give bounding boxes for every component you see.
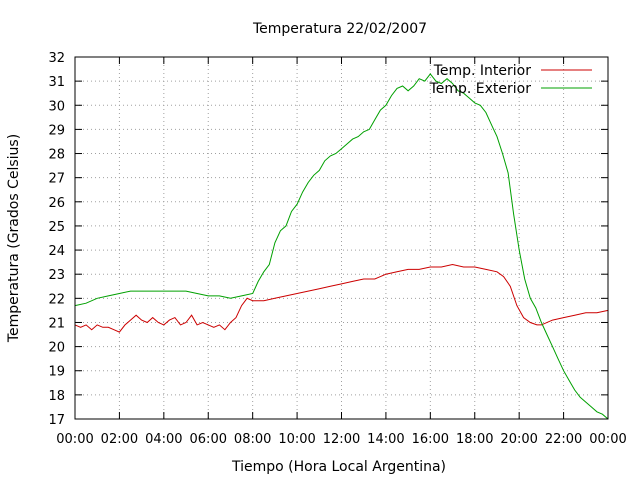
x-tick-label: 02:00: [101, 432, 138, 447]
y-tick-label: 29: [48, 123, 65, 138]
x-tick-label: 08:00: [234, 432, 271, 447]
series-layer: [74, 73, 609, 420]
y-tick-label: 27: [48, 172, 65, 187]
x-tick-label: 00:00: [56, 432, 93, 447]
legend-label-interior: Temp. Interior: [433, 63, 532, 79]
x-tick-label: 16:00: [412, 432, 449, 447]
y-tick-label: 23: [48, 268, 65, 283]
y-tick-label: 28: [48, 148, 65, 163]
x-tick-label: 18:00: [456, 432, 493, 447]
y-tick-label: 24: [48, 244, 65, 259]
series-line-interior: [74, 263, 609, 333]
x-axis-title: Tiempo (Hora Local Argentina): [231, 459, 446, 475]
series-line-exterior: [74, 73, 609, 420]
y-tick-label: 17: [48, 413, 65, 428]
y-tick-label: 25: [48, 220, 65, 235]
y-tick-label: 18: [48, 389, 65, 404]
legend-label-exterior: Temp. Exterior: [429, 81, 532, 97]
y-tick-label: 21: [48, 316, 65, 331]
y-tick-label: 19: [48, 365, 65, 380]
y-tick-label: 32: [48, 51, 65, 66]
y-axis-title: Temperatura (Grados Celsius): [6, 134, 22, 343]
x-tick-label: 22:00: [545, 432, 582, 447]
x-tick-label: 10:00: [278, 432, 315, 447]
y-tick-label: 20: [48, 341, 65, 356]
chart-title: Temperatura 22/02/2007: [252, 21, 427, 37]
y-tick-label: 22: [48, 292, 65, 307]
tick-layer: 17 18 19 20 21 22 23 24 25 26 27 28 29 30 31 32 00:00 02:…: [48, 51, 626, 447]
x-tick-label: 20:00: [500, 432, 537, 447]
x-tick-label: 06:00: [190, 432, 227, 447]
legend: Temp. Interior Temp. Exterior: [429, 63, 592, 97]
y-tick-label: 30: [48, 99, 65, 114]
y-tick-label: 26: [48, 196, 65, 211]
x-tick-label: 12:00: [323, 432, 360, 447]
y-tick-label: 31: [48, 75, 65, 90]
plot-frame: [74, 56, 609, 420]
grid-layer: [75, 57, 608, 419]
x-tick-label: 04:00: [145, 432, 182, 447]
x-tick-label: 14:00: [367, 432, 404, 447]
x-tick-label: 00:00: [589, 432, 626, 447]
